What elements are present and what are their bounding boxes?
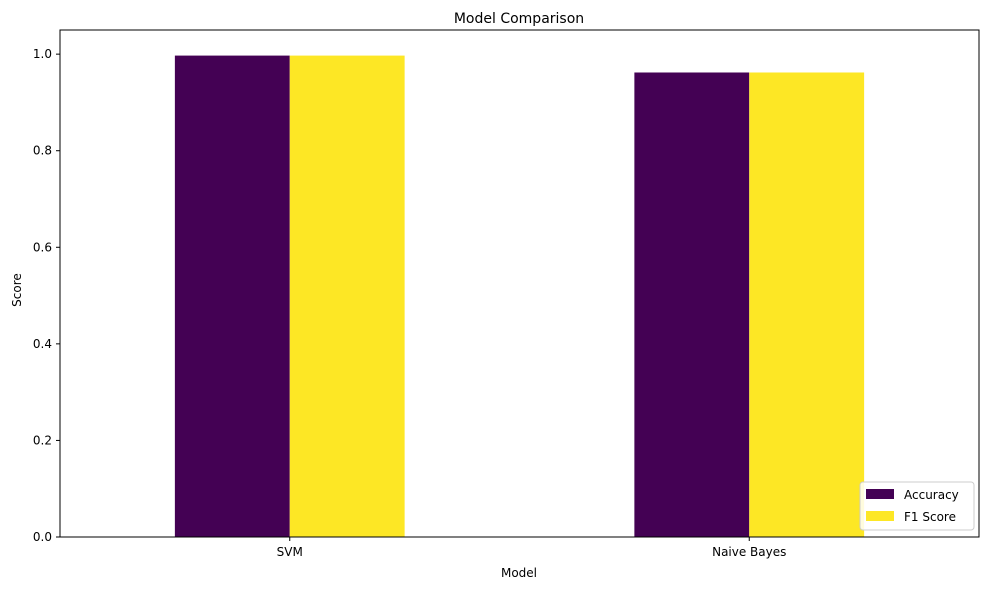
- y-axis: 0.0 0.2 0.4 0.6 0.8 1.0: [33, 47, 60, 544]
- legend-swatch-accuracy: [866, 489, 894, 499]
- y-tick-label: 0.8: [33, 144, 52, 158]
- x-tick-label: Naive Bayes: [712, 545, 786, 559]
- y-tick-label: 0.4: [33, 337, 52, 351]
- plot-frame: [59, 29, 980, 538]
- y-tick-label: 1.0: [33, 47, 52, 61]
- y-tick-label: 0.0: [33, 530, 52, 544]
- y-tick-label: 0.6: [33, 240, 52, 254]
- x-axis-label: Model: [501, 566, 537, 580]
- bar-f1-score-naive-bayes: [749, 72, 865, 538]
- x-tick-label: SVM: [277, 545, 303, 559]
- bar-accuracy-svm: [174, 55, 290, 537]
- y-axis-label: Score: [10, 273, 24, 307]
- legend-label-f1-score: F1 Score: [904, 510, 956, 524]
- legend-label-accuracy: Accuracy: [904, 488, 959, 502]
- bars-group: [174, 55, 865, 538]
- bar-f1-score-svm: [289, 55, 405, 537]
- y-tick-label: 0.2: [33, 433, 52, 447]
- x-axis: SVM Naive Bayes: [277, 537, 786, 559]
- legend-swatch-f1-score: [866, 511, 894, 521]
- legend: Accuracy F1 Score: [859, 481, 975, 531]
- chart-title: Model Comparison: [454, 11, 584, 27]
- bar-accuracy-naive-bayes: [634, 72, 750, 538]
